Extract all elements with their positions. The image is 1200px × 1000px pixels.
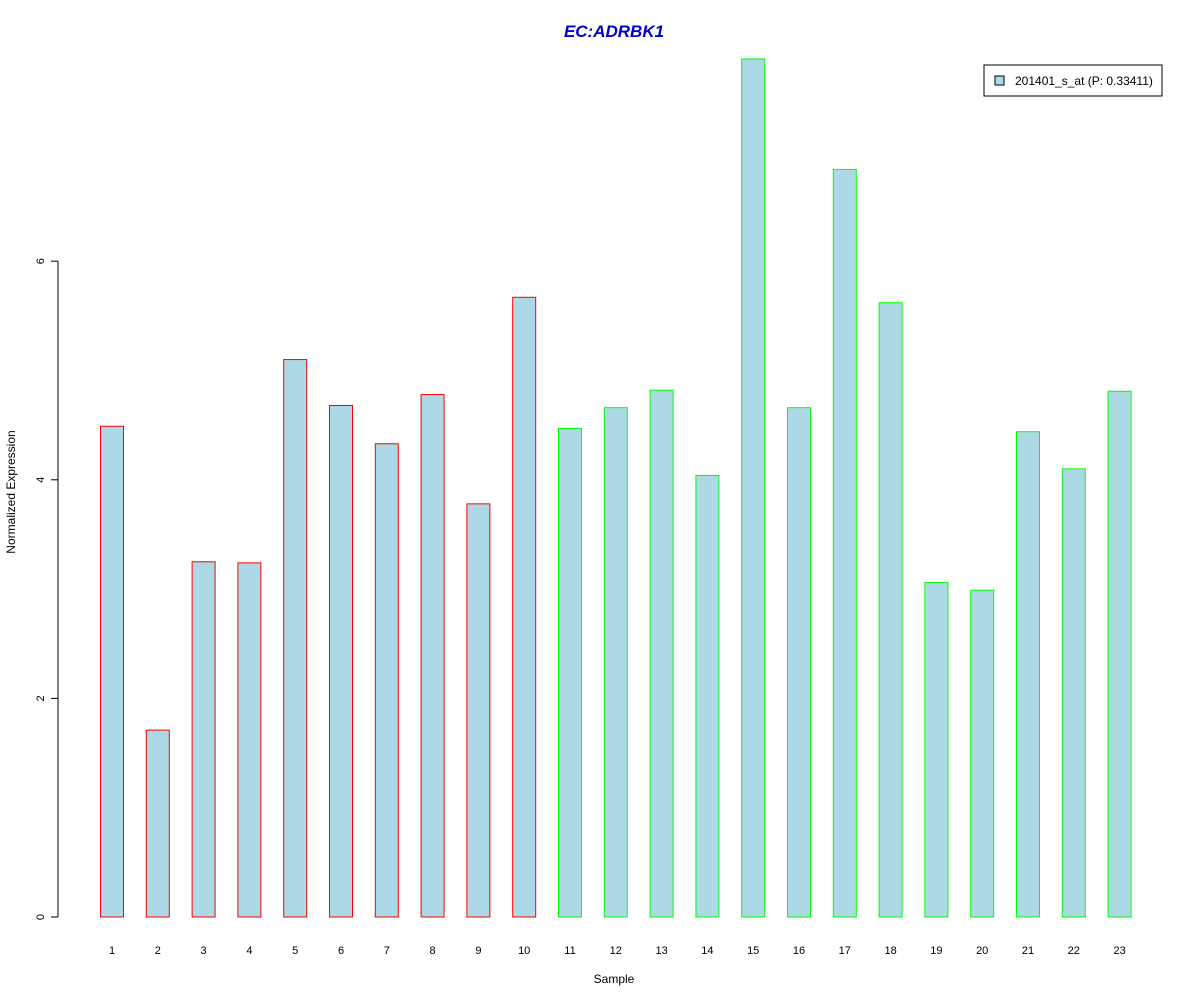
x-tick-label: 15 xyxy=(747,945,759,957)
x-tick-label: 13 xyxy=(655,945,667,957)
legend: 201401_s_at (P: 0.33411) xyxy=(983,64,1163,97)
bar-sample-16 xyxy=(787,407,811,918)
bar-sample-12 xyxy=(603,407,628,918)
y-tick-label: 0 xyxy=(35,914,47,920)
x-tick-label: 12 xyxy=(610,945,622,957)
x-tick-label: 3 xyxy=(201,945,207,957)
x-tick-label: 1 xyxy=(109,945,115,957)
x-tick-label: 7 xyxy=(384,945,390,957)
y-tick-label: 2 xyxy=(35,695,47,701)
x-tick-label: 16 xyxy=(793,945,805,957)
bar-sample-14 xyxy=(695,474,720,918)
chart-title: EC:ADRBK1 xyxy=(564,22,664,41)
bar-sample-19 xyxy=(924,582,949,918)
x-tick-label: 6 xyxy=(338,945,344,957)
legend-box xyxy=(983,64,1163,97)
bar-sample-20 xyxy=(970,589,995,918)
bar-sample-22 xyxy=(1061,468,1086,918)
x-axis-label: Sample xyxy=(594,972,635,986)
x-tick-label: 2 xyxy=(155,945,161,957)
bar-sample-11 xyxy=(558,427,582,918)
bar-sample-21 xyxy=(1016,431,1040,918)
y-axis-label: Normalized Expression xyxy=(4,430,18,553)
x-tick-label: 21 xyxy=(1022,945,1034,957)
bar-sample-7 xyxy=(374,443,399,918)
bar-sample-18 xyxy=(878,302,903,918)
bar-sample-1 xyxy=(100,425,124,918)
y-axis: 0 2 4 6 xyxy=(35,258,59,920)
bar-sample-3 xyxy=(191,561,216,918)
x-tick-label: 19 xyxy=(930,945,942,957)
bar-sample-6 xyxy=(329,404,353,918)
legend-label: 201401_s_at (P: 0.33411) xyxy=(1015,74,1153,88)
x-tick-label: 4 xyxy=(246,945,252,957)
x-tick-label: 10 xyxy=(518,945,530,957)
bar-sample-23 xyxy=(1107,390,1132,918)
bar-sample-17 xyxy=(832,168,857,918)
x-tick-label: 9 xyxy=(475,945,481,957)
x-tick-label: 8 xyxy=(430,945,436,957)
bar-sample-10 xyxy=(512,296,537,918)
legend-swatch xyxy=(994,75,1005,86)
bars-group xyxy=(100,58,1132,918)
bar-sample-8 xyxy=(420,394,445,918)
bar-sample-13 xyxy=(649,389,674,918)
x-tick-label: 20 xyxy=(976,945,988,957)
bar-sample-4 xyxy=(237,562,262,918)
y-tick-label: 4 xyxy=(35,477,47,483)
x-tick-label: 23 xyxy=(1113,945,1125,957)
x-tick-label: 17 xyxy=(839,945,851,957)
bar-sample-2 xyxy=(145,729,170,918)
x-tick-label: 22 xyxy=(1068,945,1080,957)
x-tick-label: 18 xyxy=(884,945,896,957)
x-tick-label: 11 xyxy=(564,945,575,957)
y-tick-label: 6 xyxy=(35,258,47,264)
bar-sample-9 xyxy=(466,503,491,918)
x-tick-label: 5 xyxy=(292,945,298,957)
bar-sample-5 xyxy=(283,359,308,918)
x-tick-labels: 1 2 3 4 5 6 7 8 9 10 11 12 13 14 15 16 17 18 19 20 21 22 23 xyxy=(109,945,1126,957)
x-tick-label: 14 xyxy=(701,945,713,957)
bar-sample-15 xyxy=(741,58,766,918)
